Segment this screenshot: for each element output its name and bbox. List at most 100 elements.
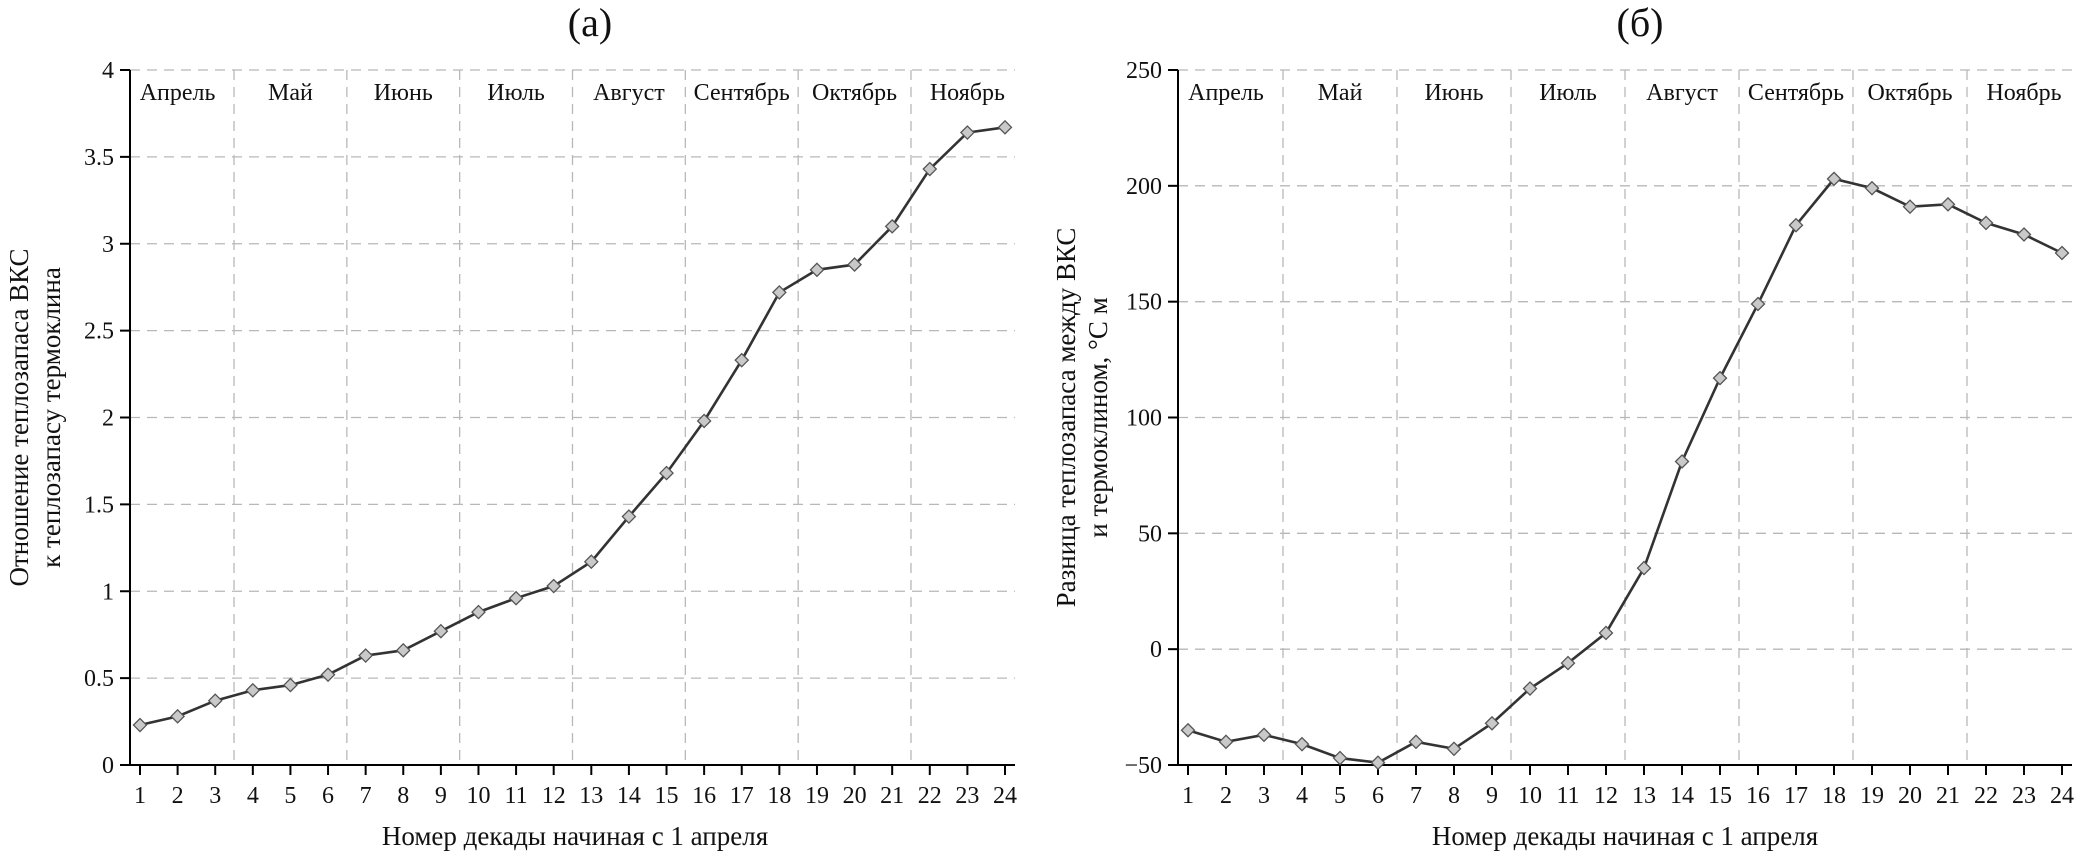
x-tick-label: 19 (1860, 783, 1884, 809)
month-label: Август (593, 80, 665, 106)
x-tick-label: 21 (1936, 783, 1960, 809)
x-tick-label: 20 (1898, 783, 1922, 809)
y-tick-label: 2.5 (84, 319, 114, 345)
data-point (959, 125, 975, 140)
x-tick-label: 9 (1486, 783, 1498, 809)
data-point (2054, 245, 2070, 261)
chart-panel-1: Апрель Май Июнь Июль Август Сентябрь Октябрь Но… (4, 0, 1017, 851)
data-point (997, 119, 1013, 135)
data-point (283, 677, 298, 693)
x-tick-label: 8 (397, 783, 409, 809)
y-tick-label: 0 (102, 753, 114, 779)
x-tick-label: 9 (435, 783, 447, 809)
x-tick-label: 11 (1556, 783, 1579, 809)
y-axis-title-line1: Разница теплозапаса между ВКС (1051, 228, 1081, 608)
x-tick-label: 10 (466, 783, 490, 809)
data-point (1180, 722, 1196, 738)
month-label: Май (1318, 80, 1363, 106)
month-label: Сентябрь (1748, 80, 1844, 106)
x-tick-label: 10 (1518, 783, 1542, 809)
data-point (771, 284, 787, 300)
x-tick-label: 8 (1448, 783, 1460, 809)
y-tick-label: 1.5 (84, 492, 114, 518)
x-tick-label: 2 (172, 783, 184, 809)
data-point (1750, 296, 1766, 312)
y-tick-label: 1 (102, 579, 114, 605)
y-tick-label: 100 (1126, 406, 1162, 432)
y-axis-title-line2: к теплозапасу термоклина (36, 267, 66, 568)
y-tick-label: 250 (1126, 58, 1162, 84)
data-point (621, 509, 637, 524)
month-label: Апрель (1188, 80, 1264, 106)
x-tick-label: 24 (2050, 783, 2074, 809)
x-tick-label: 22 (918, 783, 942, 809)
y-tick-label: 3 (102, 232, 114, 258)
x-tick-label: 5 (1334, 783, 1346, 809)
data-point (1370, 755, 1386, 771)
data-point (1560, 655, 1576, 671)
data-point (546, 578, 562, 594)
x-tick-label: 19 (805, 783, 829, 809)
x-tick-label: 3 (1258, 783, 1270, 809)
x-tick-label: 12 (542, 783, 566, 809)
chart-panel-2: Апрель Май Июнь Июль Август Сентябрь Октябрь Но… (1051, 0, 2074, 851)
x-tick-label: 23 (955, 783, 979, 809)
month-label: Октябрь (1867, 80, 1952, 106)
x-tick-label: 14 (1670, 783, 1694, 809)
data-point (659, 465, 674, 481)
data-point (922, 161, 938, 177)
x-tick-label: 23 (2012, 783, 2036, 809)
x-tick-label: 16 (1746, 783, 1770, 809)
data-point (1864, 180, 1880, 196)
y-tick-label: 4 (102, 58, 114, 84)
x-tick-label: 2 (1220, 783, 1232, 809)
x-axis-title: Номер декады начиная с 1 апреля (382, 821, 768, 851)
data-point (320, 667, 336, 683)
x-tick-label: 1 (134, 783, 146, 809)
x-tick-label: 20 (843, 783, 867, 809)
data-point (696, 413, 712, 429)
month-label: Июль (487, 80, 545, 106)
x-tick-label: 11 (505, 783, 528, 809)
panel-title: (б) (1617, 0, 1664, 45)
data-point (1788, 217, 1804, 233)
x-tick-label: 5 (284, 783, 296, 809)
y-tick-label: 2 (102, 406, 114, 432)
data-point (170, 708, 186, 724)
y-tick-label: 3.5 (84, 145, 114, 171)
data-point (1332, 750, 1348, 766)
x-tick-label: 15 (655, 783, 679, 809)
data-point (1636, 560, 1652, 576)
x-tick-label: 13 (579, 783, 603, 809)
data-point (1598, 625, 1614, 641)
y-tick-label: 200 (1126, 174, 1162, 200)
data-point (2016, 227, 2032, 242)
x-tick-label: 12 (1594, 783, 1618, 809)
data-point (1826, 171, 1842, 187)
month-label: Июнь (374, 80, 433, 106)
data-point (395, 642, 411, 658)
x-axis-title: Номер декады начиная с 1 апреля (1432, 821, 1818, 851)
x-tick-label: 6 (322, 783, 334, 809)
month-label: Август (1646, 80, 1718, 106)
month-label: Ноябрь (930, 80, 1005, 106)
data-point (207, 693, 223, 709)
month-label: Ноябрь (1986, 80, 2061, 106)
x-tick-label: 3 (209, 783, 221, 809)
data-point (508, 590, 524, 606)
x-tick-label: 18 (1822, 783, 1846, 809)
month-label: Апрель (140, 80, 216, 106)
x-tick-label: 7 (1410, 783, 1422, 809)
y-axis-title-line1: Отношение теплозапаса ВКС (4, 249, 34, 587)
data-point (1446, 741, 1462, 757)
data-point (132, 717, 148, 733)
y-tick-label: 0 (1150, 637, 1162, 663)
data-point (245, 682, 261, 698)
data-point (1978, 215, 1994, 231)
y-axis-title-line2: и термоклином, °С м (1083, 297, 1113, 537)
data-point (1256, 727, 1272, 743)
x-tick-label: 1 (1182, 783, 1194, 809)
data-point (734, 352, 750, 368)
x-tick-label: 4 (1296, 783, 1308, 809)
